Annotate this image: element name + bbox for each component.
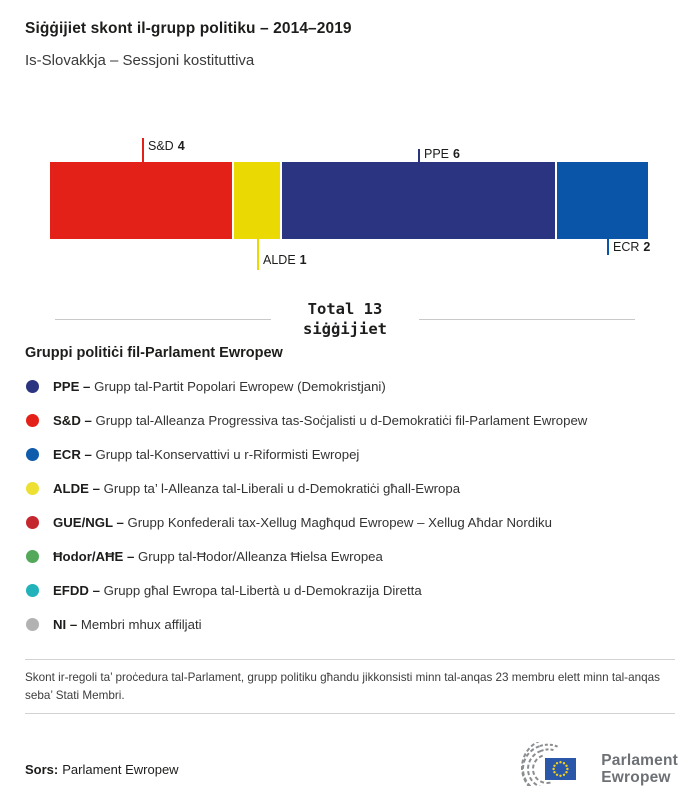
legend-item: NI – Membri mhux affiljati bbox=[25, 607, 675, 641]
legend-item-label: S&D – Grupp tal-Alleanza Progressiva tas… bbox=[53, 412, 588, 428]
page-title: Siġġijiet skont il-grupp politiku – 2014… bbox=[25, 20, 352, 37]
page-subtitle: Is-Slovakkja – Sessjoni kostituttiva bbox=[25, 52, 255, 69]
legend-color-dot bbox=[26, 481, 39, 495]
ppe-label-name: PPE bbox=[424, 147, 450, 161]
source-value: Parlament Ewropew bbox=[62, 761, 179, 777]
legend-item-label: Ħodor/AĦE – Grupp tal-Ħodor/Alleanza Ħie… bbox=[53, 548, 383, 564]
seat-bar bbox=[50, 162, 648, 239]
legend-color-dot bbox=[26, 447, 39, 461]
alde-tick-line bbox=[257, 239, 259, 270]
legend-heading: Gruppi politiċi fil-Parlament Ewropew bbox=[25, 345, 283, 361]
ppe-label-value: 6 bbox=[453, 147, 460, 161]
legend-color-dot bbox=[26, 583, 39, 597]
legend-list: PPE – Grupp tal-Partit Popolari Ewropew … bbox=[25, 369, 675, 641]
legend-item: Ħodor/AĦE – Grupp tal-Ħodor/Alleanza Ħie… bbox=[25, 539, 675, 573]
legend-item: ECR – Grupp tal-Konservattivi u r-Riform… bbox=[25, 437, 675, 471]
ecr-label-value: 2 bbox=[643, 240, 651, 254]
legend-item: ALDE – Grupp ta’ l-Alleanza tal-Liberali… bbox=[25, 471, 675, 505]
sd-label-name: S&D bbox=[148, 139, 174, 153]
legend-color-dot bbox=[26, 549, 39, 563]
bottom-row: Sors: Parlament Ewropew bbox=[25, 742, 678, 786]
source-label: Sors: bbox=[25, 761, 59, 777]
divider-line-right bbox=[419, 318, 635, 320]
legend-item-label: NI – Membri mhux affiljati bbox=[53, 616, 202, 632]
seats-chart: S&D 4 PPE 6 ALDE 1 ECR 2 bbox=[0, 135, 700, 275]
total-line1: Total 13 bbox=[307, 300, 383, 318]
total-line2: siġġijiet bbox=[303, 320, 387, 338]
ecr-tick-line bbox=[607, 239, 609, 255]
footnote-rule-top bbox=[25, 659, 675, 660]
total-divider: Total 13 siġġijiet bbox=[55, 299, 635, 339]
legend-color-dot bbox=[26, 379, 39, 393]
alde-label-name: ALDE bbox=[263, 253, 296, 267]
legend-color-dot bbox=[26, 413, 39, 427]
hemicycle-eu-flag-icon bbox=[521, 742, 577, 786]
ppe-tick-line bbox=[418, 149, 420, 162]
sd-tick-line bbox=[142, 138, 144, 162]
european-parliament-logo: Parlament Ewropew bbox=[501, 742, 678, 786]
legend-item: S&D – Grupp tal-Alleanza Progressiva tas… bbox=[25, 403, 675, 437]
logo-line1: Parlament bbox=[601, 752, 678, 769]
legend-color-dot bbox=[26, 515, 39, 529]
bar-segment-ecr bbox=[556, 162, 648, 239]
legend-item-label: ALDE – Grupp ta’ l-Alleanza tal-Liberali… bbox=[53, 480, 461, 496]
bar-segment-alde bbox=[234, 162, 280, 239]
bar-segment-ppe bbox=[281, 162, 555, 239]
legend-item-label: ECR – Grupp tal-Konservattivi u r-Riform… bbox=[53, 446, 360, 462]
legend-item: GUE/NGL – Grupp Konfederali tax-Xellug M… bbox=[25, 505, 675, 539]
logo-wordmark: Parlament Ewropew bbox=[601, 752, 678, 786]
total-seats-label: Total 13 siġġijiet bbox=[303, 299, 387, 339]
legend-item: EFDD – Grupp għal Ewropa tal-Libertà u d… bbox=[25, 573, 675, 607]
legend-item-label: GUE/NGL – Grupp Konfederali tax-Xellug M… bbox=[53, 514, 552, 530]
legend-item-label: PPE – Grupp tal-Partit Popolari Ewropew … bbox=[53, 378, 386, 394]
alde-label-value: 1 bbox=[299, 253, 307, 267]
sd-bar-label: S&D 4 bbox=[148, 139, 185, 153]
legend-item: PPE – Grupp tal-Partit Popolari Ewropew … bbox=[25, 369, 675, 403]
legend-color-dot bbox=[26, 617, 39, 631]
logo-line2: Ewropew bbox=[601, 769, 671, 786]
ppe-bar-label: PPE 6 bbox=[424, 147, 460, 161]
ecr-label-name: ECR bbox=[613, 240, 640, 254]
divider-line-left bbox=[55, 318, 271, 320]
footnote-rule-bottom bbox=[25, 713, 675, 715]
sd-label-value: 4 bbox=[177, 139, 185, 153]
source-line: Sors: Parlament Ewropew bbox=[25, 762, 179, 777]
footnote-text: Skont ir-regoli ta’ proċedura tal-Parlam… bbox=[25, 671, 660, 703]
alde-bar-label: ALDE 1 bbox=[263, 253, 307, 267]
legend-item-label: EFDD – Grupp għal Ewropa tal-Libertà u d… bbox=[53, 582, 422, 598]
ecr-bar-label: ECR 2 bbox=[613, 240, 650, 254]
infographic-page: Siġġijiet skont il-grupp politiku – 2014… bbox=[0, 20, 700, 786]
bar-segment-sd bbox=[50, 162, 233, 239]
